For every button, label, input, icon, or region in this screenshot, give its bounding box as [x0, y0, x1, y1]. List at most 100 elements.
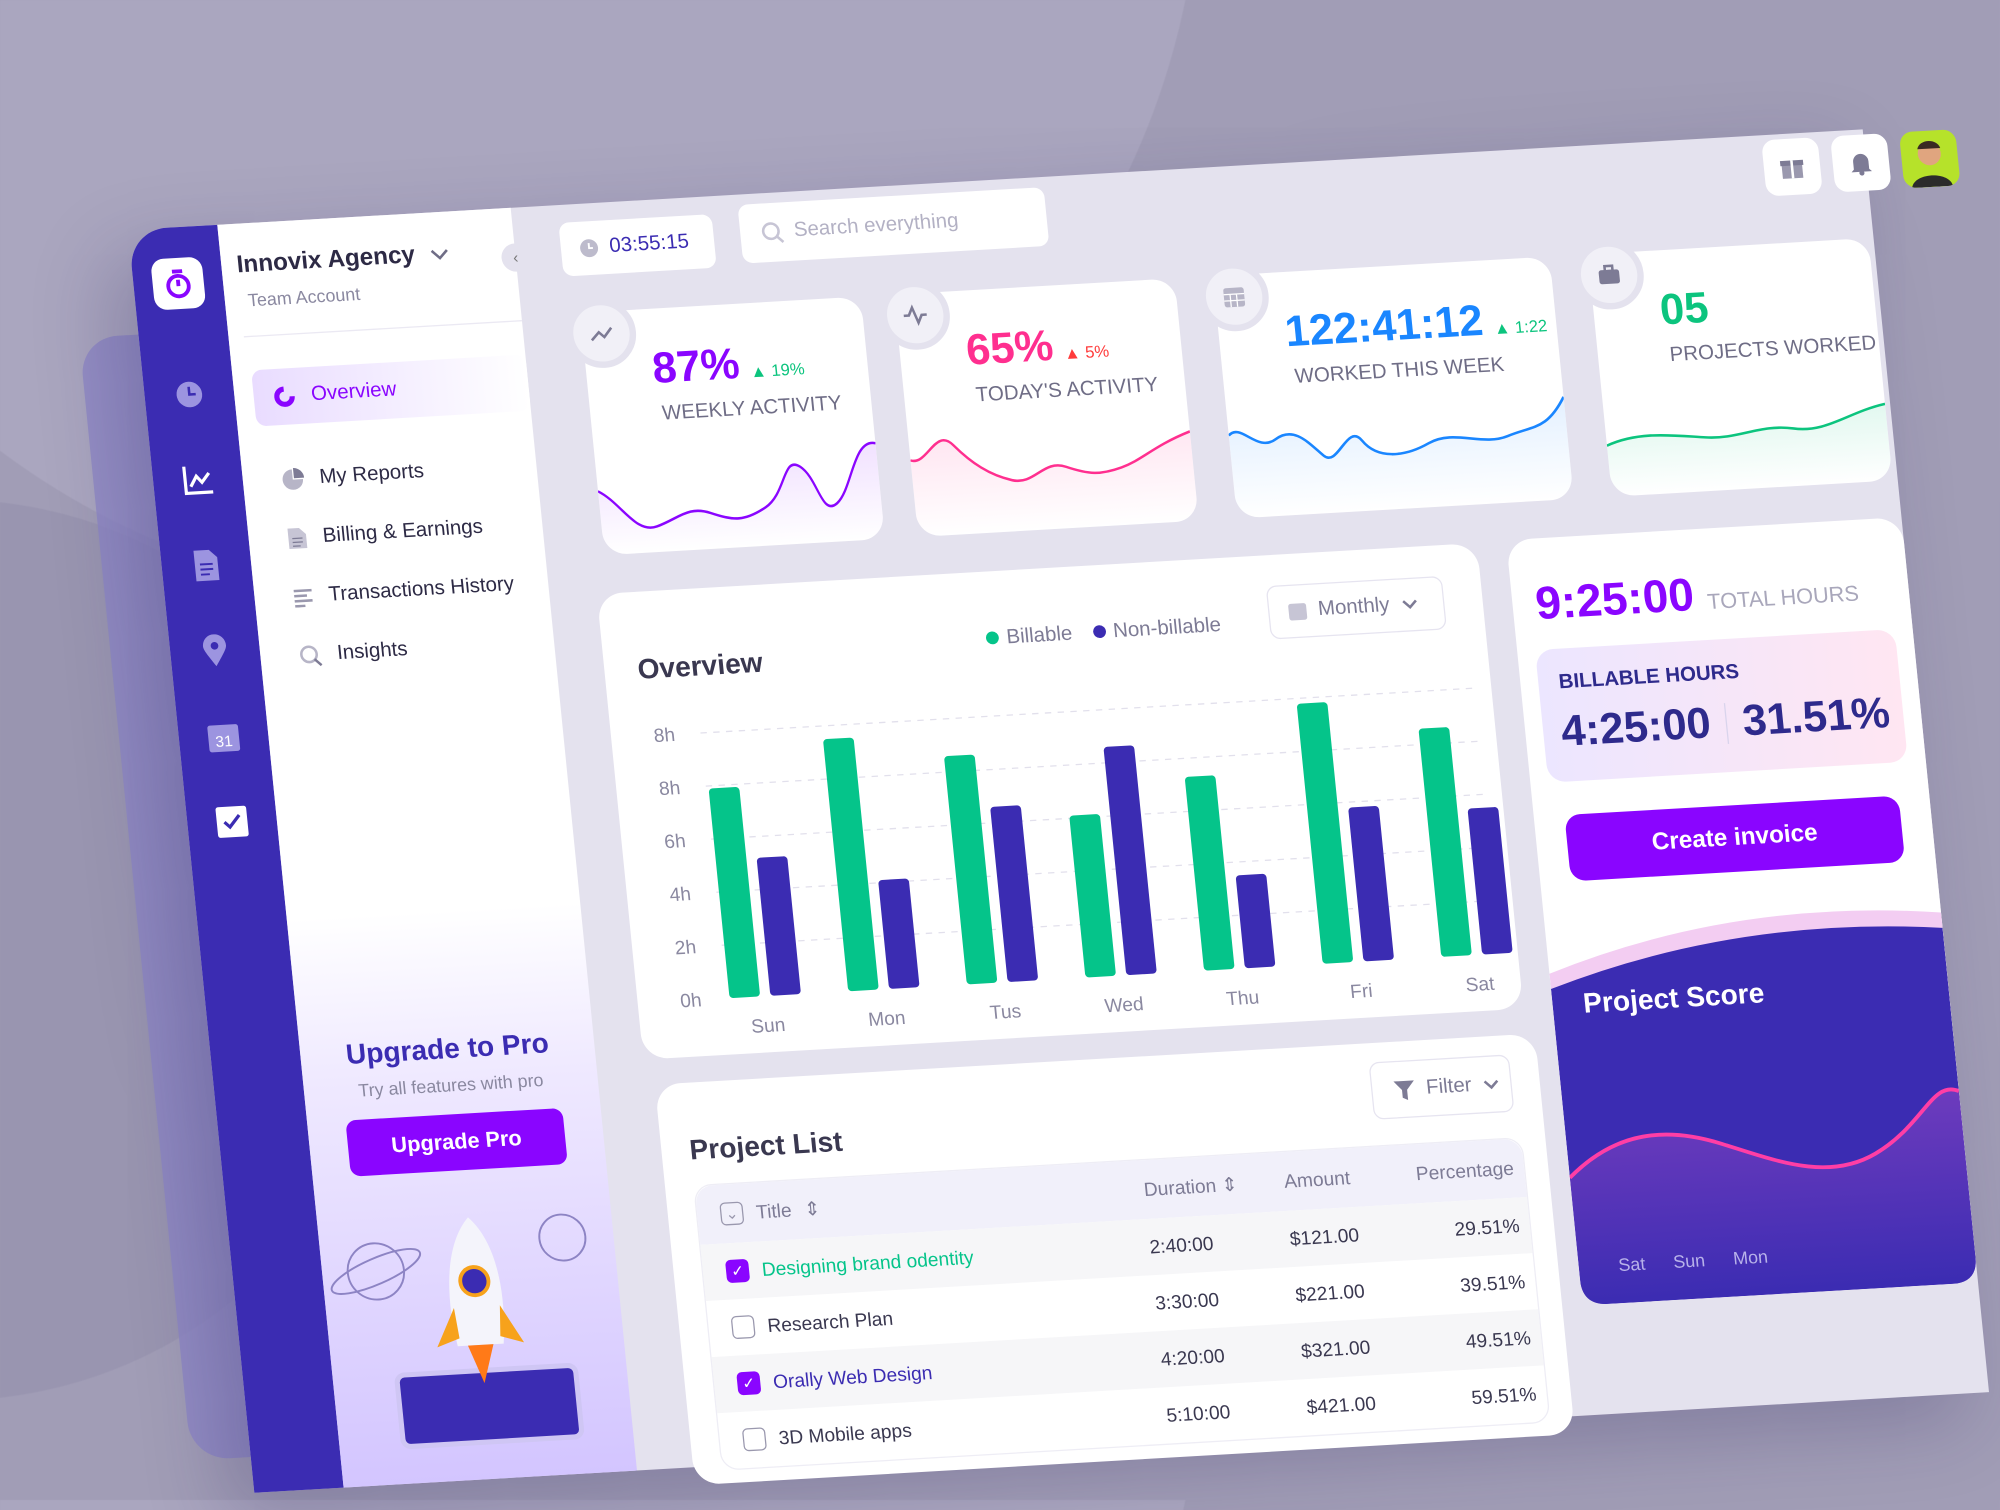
- notifications-button[interactable]: [1829, 132, 1892, 193]
- bar-non-billable: [990, 804, 1038, 982]
- bar-non-billable: [756, 855, 801, 996]
- pie-icon: [282, 467, 304, 490]
- timer-logo-icon[interactable]: [149, 256, 206, 311]
- sparkline: [1606, 402, 1893, 497]
- project-duration: 4:20:00: [1159, 1344, 1226, 1370]
- day-label: Sun: [1671, 1249, 1706, 1272]
- chevron-left-icon: ‹: [511, 248, 519, 267]
- clock-icon[interactable]: [168, 374, 210, 414]
- calendar-icon[interactable]: 31: [202, 716, 244, 756]
- bar-billable: [708, 786, 760, 998]
- stat-change: ▲ 19%: [748, 358, 806, 381]
- bar-non-billable: [878, 878, 919, 989]
- y-tick-label: 6h: [663, 831, 686, 853]
- document-icon: [286, 527, 307, 549]
- column-amount[interactable]: Amount: [1282, 1166, 1351, 1192]
- project-percentage: 59.51%: [1469, 1382, 1537, 1409]
- project-title[interactable]: Designing brand odentity: [760, 1246, 975, 1281]
- stat-change: ▲ 1:22: [1492, 315, 1548, 338]
- project-list-title: Project List: [687, 1124, 844, 1166]
- row-checkbox[interactable]: ✓: [724, 1258, 750, 1283]
- stat-card[interactable]: 87% ▲ 19% WEEKLY ACTIVITY: [563, 296, 885, 555]
- project-amount: $221.00: [1293, 1279, 1366, 1306]
- upgrade-pro-button[interactable]: Upgrade Pro: [344, 1107, 568, 1177]
- gridline: [705, 740, 1478, 787]
- gift-button[interactable]: [1760, 136, 1823, 197]
- column-title[interactable]: Title: [754, 1198, 793, 1223]
- x-tick-label: Thu: [1225, 987, 1260, 1010]
- row-checkbox[interactable]: [730, 1314, 756, 1339]
- overview-title: Overview: [635, 645, 764, 685]
- checkbox-icon[interactable]: [211, 801, 253, 841]
- project-amount: $421.00: [1305, 1392, 1377, 1418]
- day-label: Sat: [1616, 1252, 1646, 1275]
- stat-card[interactable]: 65% ▲ 5% TODAY'S ACTIVITY: [876, 277, 1199, 537]
- divider: [243, 319, 522, 338]
- nav-item-transactions[interactable]: Transactions History: [271, 554, 551, 626]
- x-tick-label: Mon: [867, 1008, 906, 1031]
- running-timer[interactable]: 03:55:15: [557, 213, 717, 277]
- bar-non-billable: [1235, 873, 1275, 968]
- rocket-illustration: [330, 1213, 586, 1449]
- project-title[interactable]: Orally Web Design: [771, 1361, 933, 1393]
- total-hours: 9:25:00 TOTAL HOURS: [1532, 558, 1860, 630]
- project-amount: $321.00: [1299, 1335, 1371, 1362]
- billable-hours-value: 4:25:00: [1558, 698, 1713, 756]
- y-tick-label: 4h: [668, 884, 691, 906]
- y-tick-label: 2h: [674, 937, 697, 959]
- search-input[interactable]: [792, 205, 1037, 243]
- legend-label: Billable: [1004, 622, 1073, 649]
- sparkline: [909, 429, 1199, 537]
- project-duration: 5:10:00: [1164, 1400, 1231, 1426]
- legend-dot: [984, 630, 999, 645]
- create-invoice-button[interactable]: Create invoice: [1563, 795, 1905, 881]
- project-title[interactable]: 3D Mobile apps: [777, 1418, 913, 1449]
- calendar-grid-icon: [1195, 259, 1272, 333]
- sort-icon[interactable]: ⇕: [1220, 1173, 1239, 1197]
- project-percentage: 49.51%: [1464, 1326, 1532, 1353]
- nav-item-my-reports[interactable]: My Reports: [259, 437, 539, 509]
- chart-legend: Billable Non-billable: [984, 614, 1222, 651]
- period-dropdown[interactable]: Monthly: [1265, 575, 1447, 640]
- search-bar[interactable]: [736, 186, 1049, 264]
- column-duration[interactable]: Duration: [1142, 1174, 1217, 1201]
- chevron-down-icon: [1482, 1078, 1498, 1089]
- sidebar-nav: Innovix Agency Team Account ‹ Overview M…: [216, 207, 637, 1488]
- nav-item-billing[interactable]: Billing & Earnings: [265, 496, 545, 568]
- dashboard: 31 Innovix Agency Team Account ‹ Overvie…: [127, 128, 1989, 1493]
- project-score-chart: [1548, 910, 1976, 1304]
- workspace-subtitle: Team Account: [246, 282, 361, 310]
- collapse-sidebar-button[interactable]: ‹: [499, 242, 531, 272]
- chart-icon[interactable]: [176, 459, 218, 499]
- trend-icon: [563, 296, 639, 370]
- legend-item-non-billable[interactable]: Non-billable: [1091, 614, 1222, 644]
- summary-panel: 9:25:00 TOTAL HOURS BILLABLE HOURS 4:25:…: [1505, 516, 1978, 1305]
- billable-percentage: 31.51%: [1739, 688, 1892, 746]
- icon-rail: 31: [127, 224, 344, 1493]
- chevron-down-icon[interactable]: [427, 242, 453, 273]
- row-checkbox[interactable]: ✓: [735, 1370, 762, 1395]
- stat-card[interactable]: 122:41:12 ▲ 1:22 WORKED THIS WEEK: [1195, 256, 1574, 519]
- project-title[interactable]: Research Plan: [765, 1307, 894, 1337]
- period-value: Monthly: [1316, 593, 1391, 620]
- row-checkbox[interactable]: [741, 1426, 767, 1452]
- project-list-panel: Project List Filter ⌄ Title ⇕ Duration ⇕ A…: [654, 1033, 1575, 1485]
- filter-button[interactable]: Filter: [1368, 1053, 1515, 1120]
- legend-dot: [1091, 624, 1106, 639]
- avatar[interactable]: [1898, 128, 1961, 189]
- nav-label: Overview: [309, 378, 397, 405]
- nav-item-overview[interactable]: Overview: [250, 354, 531, 427]
- project-duration: 2:40:00: [1148, 1232, 1215, 1258]
- legend-item-billable[interactable]: Billable: [984, 622, 1074, 651]
- stat-card[interactable]: 05 PROJECTS WORKED: [1570, 237, 1893, 497]
- column-percentage[interactable]: Percentage: [1414, 1156, 1515, 1185]
- stat-value: 122:41:12 ▲ 1:22: [1282, 296, 1548, 357]
- location-icon[interactable]: [194, 630, 236, 670]
- x-tick-label: Sat: [1464, 973, 1495, 996]
- total-hours-label: TOTAL HOURS: [1705, 580, 1860, 614]
- document-icon[interactable]: [185, 545, 227, 585]
- sort-icon[interactable]: ⇕: [802, 1197, 822, 1221]
- select-all-checkbox[interactable]: ⌄: [718, 1201, 745, 1226]
- workspace-name[interactable]: Innovix Agency: [234, 241, 416, 279]
- nav-item-insights[interactable]: Insights: [277, 613, 557, 685]
